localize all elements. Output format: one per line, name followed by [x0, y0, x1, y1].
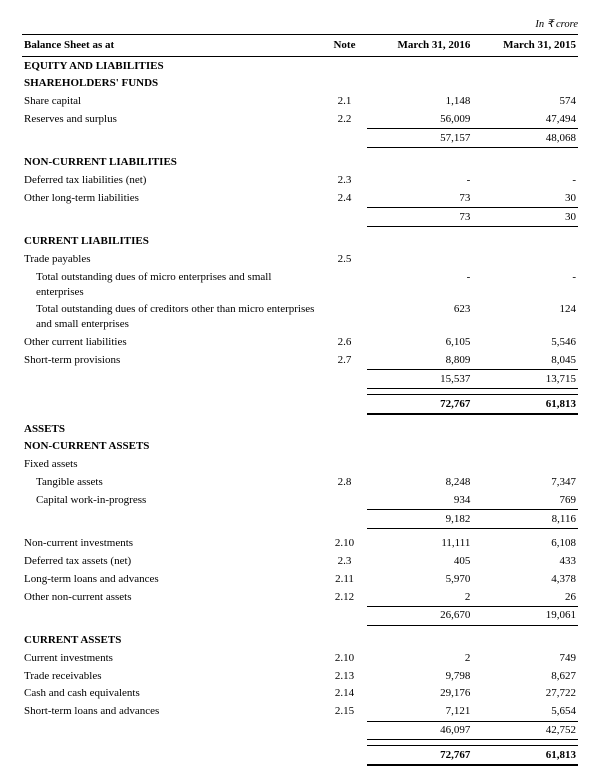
header-col2: March 31, 2015 — [472, 35, 578, 57]
section-heading: ASSETS — [22, 420, 578, 438]
line-item: Current investments2.102749 — [22, 649, 578, 667]
line-item: Fixed assets — [22, 456, 578, 474]
section-heading: NON-CURRENT ASSETS — [22, 438, 578, 456]
grand-total: 72,76761,813 — [22, 395, 578, 414]
line-item: Capital work-in-progress934769 — [22, 491, 578, 509]
line-item: Deferred tax assets (net)2.3405433 — [22, 552, 578, 570]
line-item: Trade payables2.5 — [22, 250, 578, 268]
balance-sheet-table: Balance Sheet as at Note March 31, 2016 … — [22, 34, 578, 766]
line-item: Tangible assets2.88,2487,347 — [22, 474, 578, 492]
line-item: Total outstanding dues of micro enterpri… — [22, 268, 578, 301]
line-item: Cash and cash equivalents2.1429,17627,72… — [22, 685, 578, 703]
section-heading: SHAREHOLDERS' FUNDS — [22, 75, 578, 93]
subtotal: 7330 — [22, 208, 578, 227]
line-item: Non-current investments2.1011,1116,108 — [22, 535, 578, 553]
grand-total: 72,76761,813 — [22, 746, 578, 765]
header-note: Note — [322, 35, 366, 57]
subtotal: 26,67019,061 — [22, 606, 578, 625]
subtotal: 57,15748,068 — [22, 129, 578, 148]
line-item: Reserves and surplus2.256,00947,494 — [22, 111, 578, 129]
header-title: Balance Sheet as at — [22, 35, 322, 57]
currency-note: In ₹ crore — [22, 18, 578, 34]
line-item: Short-term provisions2.78,8098,045 — [22, 352, 578, 370]
subtotal: 15,53713,715 — [22, 370, 578, 389]
section-heading: CURRENT LIABILITIES — [22, 233, 578, 251]
line-item: Share capital2.11,148574 — [22, 93, 578, 111]
line-item: Short-term loans and advances2.157,1215,… — [22, 703, 578, 721]
line-item: Long-term loans and advances2.115,9704,3… — [22, 570, 578, 588]
header-col1: March 31, 2016 — [367, 35, 473, 57]
section-heading: EQUITY AND LIABILITIES — [22, 57, 578, 75]
section-heading: NON-CURRENT LIABILITIES — [22, 154, 578, 172]
line-item: Trade receivables2.139,7988,627 — [22, 667, 578, 685]
line-item: Deferred tax liabilities (net)2.3-- — [22, 172, 578, 190]
subtotal: 9,1828,116 — [22, 510, 578, 529]
line-item: Other long-term liabilities2.47330 — [22, 189, 578, 207]
line-item: Total outstanding dues of creditors othe… — [22, 301, 578, 334]
section-heading: CURRENT ASSETS — [22, 631, 578, 649]
subtotal: 46,09742,752 — [22, 721, 578, 740]
line-item: Other non-current assets2.12226 — [22, 588, 578, 606]
line-item: Other current liabilities2.66,1055,546 — [22, 334, 578, 352]
